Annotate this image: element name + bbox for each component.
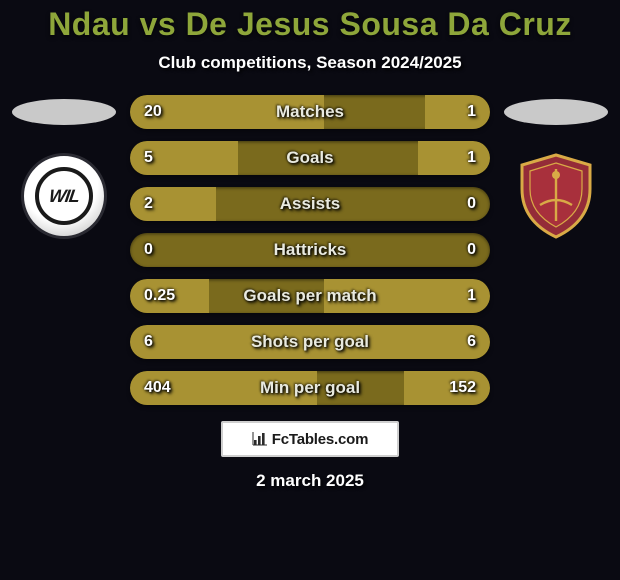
stat-label: Hattricks: [130, 233, 490, 267]
branding-badge[interactable]: FcTables.com: [221, 421, 399, 457]
stat-row: 51Goals: [130, 141, 490, 175]
stat-label: Goals: [130, 141, 490, 175]
stat-row: 66Shots per goal: [130, 325, 490, 359]
stat-label: Goals per match: [130, 279, 490, 313]
stats-table: 201Matches 51Goals 20Assists 00Hattricks 0.2…: [130, 95, 490, 405]
stat-label: Min per goal: [130, 371, 490, 405]
player-photo-placeholder: [12, 99, 116, 125]
acb-club-badge: [513, 153, 599, 239]
infographic-root: Ndau vs De Jesus Sousa Da Cruz Club comp…: [0, 0, 620, 580]
stat-label: Matches: [130, 95, 490, 129]
stat-label: Assists: [130, 187, 490, 221]
right-player-column: [496, 95, 616, 239]
stat-row: 00Hattricks: [130, 233, 490, 267]
wil-club-badge: [21, 153, 107, 239]
stat-label: Shots per goal: [130, 325, 490, 359]
player-photo-placeholder: [504, 99, 608, 125]
page-title: Ndau vs De Jesus Sousa Da Cruz: [48, 6, 572, 43]
left-player-column: [4, 95, 124, 239]
stat-row: 20Assists: [130, 187, 490, 221]
stat-row: 201Matches: [130, 95, 490, 129]
footer-date: 2 march 2025: [256, 471, 364, 491]
branding-text: FcTables.com: [272, 431, 369, 448]
bar-chart-icon: [252, 431, 268, 447]
main-content: 201Matches 51Goals 20Assists 00Hattricks 0.2…: [0, 95, 620, 405]
stat-row: 404152Min per goal: [130, 371, 490, 405]
page-subtitle: Club competitions, Season 2024/2025: [158, 53, 461, 73]
stat-row: 0.251Goals per match: [130, 279, 490, 313]
shield-icon: [516, 153, 596, 239]
